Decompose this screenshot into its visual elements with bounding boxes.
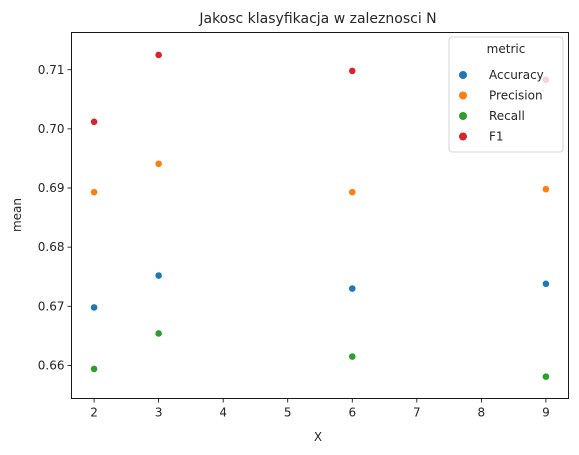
legend-marker-f1 bbox=[459, 132, 467, 141]
data-point-accuracy bbox=[90, 304, 98, 311]
y-tick-label: 0.66 bbox=[38, 358, 65, 372]
legend-label-accuracy: Accuracy bbox=[489, 68, 544, 82]
data-point-f1 bbox=[348, 67, 356, 75]
chart-title: Jakosc klasyfikacja w zaleznosci N bbox=[198, 11, 436, 27]
legend-title: metric bbox=[487, 42, 526, 56]
x-tick-label: 3 bbox=[155, 406, 163, 420]
y-tick-label: 0.71 bbox=[38, 63, 65, 77]
data-point-accuracy bbox=[542, 280, 550, 288]
legend-marker-precision bbox=[459, 91, 467, 100]
data-points bbox=[90, 51, 550, 380]
legend-label-recall: Recall bbox=[489, 109, 525, 123]
legend-label-f1: F1 bbox=[489, 130, 504, 144]
data-point-precision bbox=[90, 188, 98, 196]
x-tick-label: 2 bbox=[90, 406, 98, 420]
x-axis-label: X bbox=[314, 430, 322, 444]
data-point-recall bbox=[348, 353, 356, 360]
legend: metric Accuracy Precision Recall F1 bbox=[448, 36, 564, 153]
data-point-accuracy bbox=[155, 272, 162, 279]
data-point-accuracy bbox=[348, 285, 356, 292]
x-axis: 2 3 4 5 6 7 8 9 bbox=[90, 398, 550, 420]
x-tick-label: 4 bbox=[219, 406, 227, 420]
data-point-recall bbox=[542, 373, 550, 380]
legend-frame bbox=[448, 36, 564, 153]
data-point-recall bbox=[90, 365, 98, 373]
data-point-precision bbox=[348, 188, 356, 196]
x-tick-label: 8 bbox=[478, 406, 486, 420]
legend-marker-accuracy bbox=[459, 71, 467, 79]
y-axis-label: mean bbox=[10, 198, 24, 232]
y-tick-label: 0.69 bbox=[38, 181, 65, 195]
legend-marker-recall bbox=[459, 112, 467, 120]
legend-label-precision: Precision bbox=[489, 89, 543, 103]
data-point-recall bbox=[155, 330, 162, 337]
x-tick-label: 6 bbox=[348, 406, 356, 420]
x-tick-label: 9 bbox=[542, 406, 550, 420]
y-axis: 0.66 0.67 0.68 0.69 0.70 0.71 bbox=[38, 63, 72, 372]
data-point-f1 bbox=[155, 51, 162, 59]
data-point-precision bbox=[155, 160, 162, 168]
y-tick-label: 0.67 bbox=[38, 299, 65, 313]
y-tick-label: 0.68 bbox=[38, 240, 65, 254]
x-tick-label: 7 bbox=[413, 406, 421, 420]
y-tick-label: 0.70 bbox=[38, 122, 65, 136]
plot-frame bbox=[71, 32, 569, 399]
x-tick-label: 5 bbox=[284, 406, 292, 420]
data-point-f1 bbox=[90, 118, 98, 126]
data-point-precision bbox=[542, 185, 550, 193]
